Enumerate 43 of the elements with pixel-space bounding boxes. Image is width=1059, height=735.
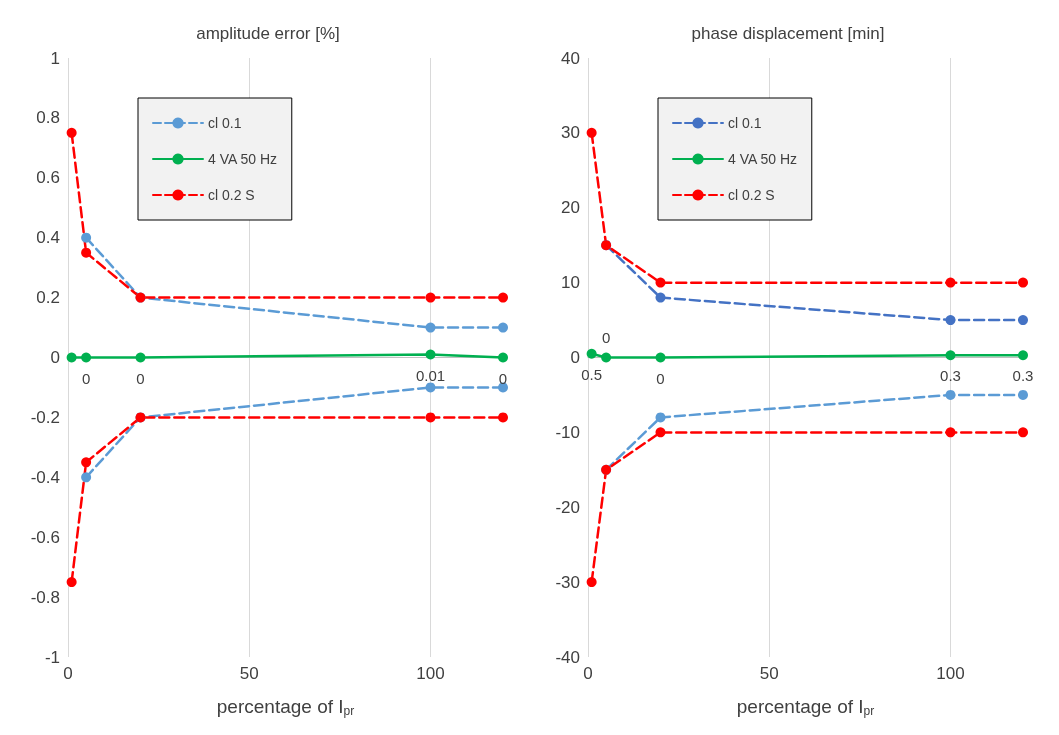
y-tick-label: -40	[555, 647, 580, 667]
legend-label: 4 VA 50 Hz	[208, 151, 278, 167]
x-tick-label: 100	[416, 664, 445, 683]
y-tick-label: 40	[561, 48, 580, 68]
legend-label: cl 0.2 S	[728, 187, 775, 203]
legend-label: cl 0.1	[728, 115, 762, 131]
data-label: 0.5	[581, 365, 603, 383]
y-tick-label: 0.8	[36, 108, 60, 128]
y-tick-label: -0.2	[30, 407, 60, 427]
y-tick-label: 30	[561, 123, 580, 143]
y-tick-label: 0	[570, 348, 580, 367]
data-label: 0.01	[415, 366, 446, 384]
y-tick-label: 10	[561, 273, 580, 293]
y-tick-label: 0	[50, 348, 60, 367]
y-tick-label: -10	[555, 422, 580, 442]
y-tick-label: -0.6	[30, 527, 60, 547]
legend-label: cl 0.2 S	[208, 187, 255, 203]
data-label: 0	[656, 369, 665, 387]
x-tick-label: 100	[936, 664, 965, 683]
y-tick-label: 0.4	[36, 228, 60, 248]
x-tick-label: 0	[583, 664, 593, 683]
data-label: 0	[136, 369, 145, 387]
y-tick-label: -0.4	[30, 467, 60, 487]
legend-label: cl 0.1	[208, 115, 242, 131]
data-label: 0	[81, 369, 91, 387]
data-label: 0	[498, 369, 508, 387]
y-tick-label: 1	[50, 48, 60, 68]
y-tick-label: -30	[555, 572, 580, 592]
legend-label: 4 VA 50 Hz	[728, 151, 798, 167]
y-tick-label: 20	[561, 198, 580, 218]
y-tick-label: -1	[44, 647, 60, 667]
data-label: 0	[601, 328, 611, 346]
chart-title: phase displacement [min]	[691, 24, 885, 43]
x-tick-label: 50	[239, 664, 259, 683]
chart-title: amplitude error [%]	[196, 24, 340, 43]
y-tick-label: -0.8	[30, 587, 60, 607]
y-tick-label: -20	[555, 497, 580, 517]
x-tick-label: 50	[759, 664, 779, 683]
y-tick-label: 0.2	[36, 288, 60, 308]
x-tick-label: 0	[63, 664, 73, 683]
y-tick-label: 0.6	[36, 168, 60, 188]
data-label: 0.3	[940, 367, 961, 385]
data-label: 0.3	[1012, 367, 1034, 385]
